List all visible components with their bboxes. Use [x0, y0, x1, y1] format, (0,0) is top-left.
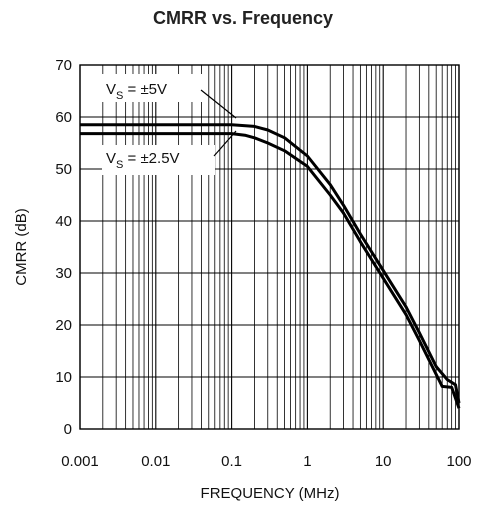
y-tick-label: 30: [55, 265, 72, 282]
annotation-2-5v-leader: [213, 130, 237, 157]
series-line-2-5v: [80, 132, 461, 409]
y-tick-label: 0: [64, 421, 72, 438]
x-tick-label: 0.001: [61, 453, 99, 470]
annotation-5v-bg: [102, 74, 202, 102]
x-axis-label: FREQUENCY (MHz): [201, 485, 340, 502]
y-axis-label: CMRR (dB): [13, 208, 30, 286]
grid: [79, 64, 460, 430]
x-tick-label: 10: [375, 453, 392, 470]
x-tick-label: 100: [446, 453, 471, 470]
x-tick-label: 0.01: [141, 453, 170, 470]
y-tick-label: 70: [55, 57, 72, 74]
plot-frame: [79, 64, 460, 430]
annotation-5v-leader: [200, 89, 237, 119]
x-tick-label: 0.1: [221, 453, 242, 470]
annotation-2-5v-bg: [102, 145, 215, 175]
x-tick-labels: 0.001 0.01 0.1 1 10 100: [61, 453, 471, 470]
series-line-5v: [80, 123, 461, 404]
annotation-2-5v: VS = ±2.5V: [106, 150, 180, 171]
annotation-5v: VS = ±5V: [106, 81, 167, 102]
y-tick-label: 60: [55, 109, 72, 126]
y-tick-label: 10: [55, 369, 72, 386]
x-tick-label: 1: [303, 453, 311, 470]
y-tick-label: 20: [55, 317, 72, 334]
y-tick-label: 40: [55, 213, 72, 230]
chart-title: CMRR vs. Frequency: [153, 8, 333, 28]
y-tick-labels: 0 10 20 30 40 50 60 70: [55, 57, 72, 438]
series-layer: [80, 123, 461, 409]
y-tick-label: 50: [55, 161, 72, 178]
